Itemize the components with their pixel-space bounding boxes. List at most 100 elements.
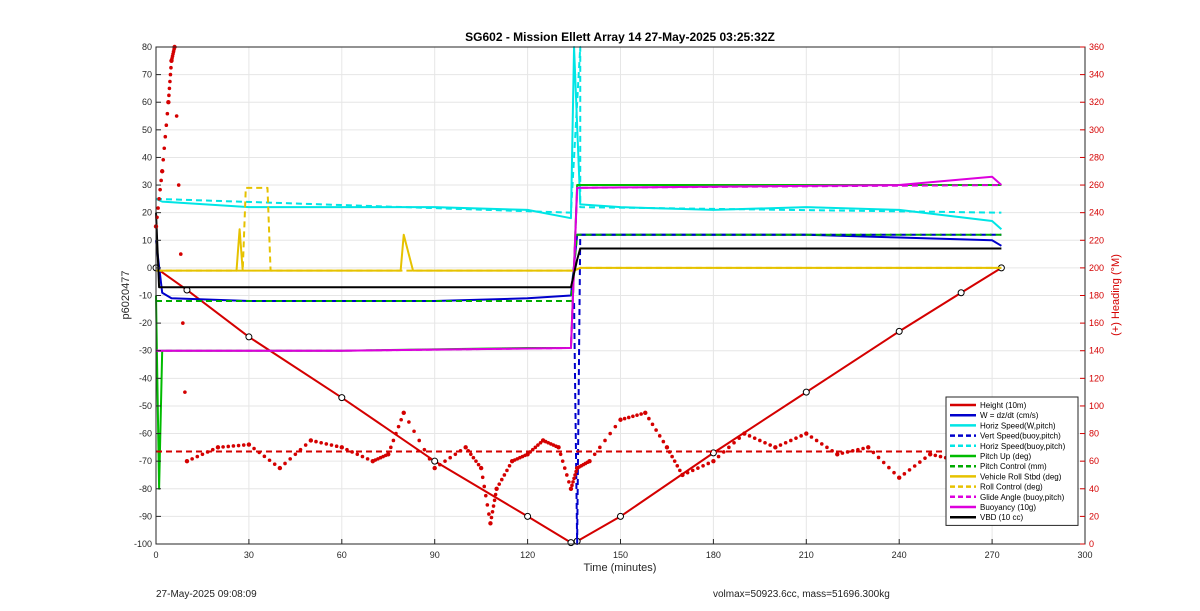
series-12-fill-18-3 bbox=[502, 473, 507, 477]
series-12-fill-16-3 bbox=[483, 493, 488, 498]
legend-label-0: Height (10m) bbox=[980, 401, 1027, 410]
series-12-fill-31-2 bbox=[752, 436, 757, 440]
series-12 bbox=[153, 44, 995, 526]
series-12-fill-29-4 bbox=[701, 463, 705, 468]
series-12-fill-16-2 bbox=[482, 484, 487, 489]
series-12-point-31 bbox=[742, 431, 747, 436]
series-12-fill-28-2 bbox=[670, 454, 674, 459]
series-12-fill-23-3 bbox=[572, 476, 576, 481]
series-12-fill-15-3 bbox=[471, 455, 476, 460]
series-12-fill-29-1 bbox=[685, 470, 690, 475]
series-12-fill-2-1 bbox=[167, 93, 171, 98]
series-12-fill-15-5 bbox=[476, 462, 481, 467]
series-12-fill-25-2 bbox=[598, 445, 602, 450]
legend-label-6: Pitch Control (mm) bbox=[980, 462, 1047, 471]
tick-layer: 0 30 60 90 120 150 180 210 240 270 300-100-90-80-7… bbox=[134, 42, 1104, 560]
x-tick-label-4: 120 bbox=[520, 550, 535, 560]
series-12-fill-34-5 bbox=[861, 446, 865, 451]
series-12-fill-13-4 bbox=[422, 447, 427, 452]
series-12-fill-9-5 bbox=[334, 444, 339, 449]
legend-label-7: Vehicle Roll Stbd (deg) bbox=[980, 472, 1062, 481]
footer-date: 27-May-2025 09:08:09 bbox=[156, 589, 257, 600]
series-0-marker-12 bbox=[957, 289, 965, 297]
y-tick-label-8: -20 bbox=[139, 318, 152, 328]
series-12-point-18 bbox=[494, 486, 499, 491]
series-12-fill-35-5 bbox=[892, 470, 896, 475]
legend-label-3: Vert Speed(buoy,pitch) bbox=[980, 432, 1061, 441]
y-tick-label-6: -40 bbox=[139, 373, 152, 383]
y-tick-label-9: -10 bbox=[139, 291, 152, 301]
x-axis-label: Time (minutes) bbox=[584, 562, 657, 574]
series-12-fill-25-4 bbox=[608, 431, 612, 436]
y2-tick-label-13: 260 bbox=[1089, 180, 1104, 190]
series-0-marker-2 bbox=[245, 333, 253, 341]
series-12-fill-36-4 bbox=[918, 460, 922, 464]
series-12-fill-15-2 bbox=[469, 452, 473, 457]
x-tick-label-8: 240 bbox=[892, 550, 907, 560]
series-12-fill-12-1 bbox=[389, 445, 393, 450]
series-12-fill-20-3 bbox=[533, 445, 538, 450]
series-12-fill-2-5 bbox=[169, 65, 173, 70]
legend-label-1: W = dz/dt (cm/s) bbox=[980, 411, 1039, 420]
series-12-fill-35-4 bbox=[887, 465, 891, 470]
legend-label-4: Horiz Speed(buoy,pitch) bbox=[980, 442, 1066, 451]
series-12-fill-9-2 bbox=[319, 440, 323, 445]
series-12-fill-32-2 bbox=[783, 440, 788, 445]
series-12-point-7 bbox=[246, 442, 252, 447]
y2-tick-label-18: 360 bbox=[1089, 42, 1104, 52]
series-12-fill-4-4 bbox=[181, 321, 185, 325]
series-12-fill-36-5 bbox=[923, 456, 927, 460]
y-tick-label-17: 70 bbox=[142, 70, 152, 80]
series-12-fill-28-4 bbox=[675, 463, 680, 468]
y-axis-label: p6020477 bbox=[120, 271, 132, 320]
series-12-fill-1-1 bbox=[161, 157, 166, 162]
y2-tick-label-1: 20 bbox=[1089, 511, 1099, 521]
series-12-fill-31-5 bbox=[768, 443, 772, 447]
series-12-fill-1-3 bbox=[163, 134, 168, 139]
legend-label-8: Roll Control (deg) bbox=[980, 483, 1043, 492]
series-12-fill-37-2 bbox=[938, 454, 943, 459]
legend-label-9: Glide Angle (buoy,pitch) bbox=[980, 493, 1065, 502]
y2-tick-label-4: 80 bbox=[1089, 429, 1099, 439]
series-12-fill-35-3 bbox=[881, 460, 886, 465]
series-12-fill-32-5 bbox=[799, 434, 803, 438]
y2-tick-label-0: 0 bbox=[1089, 539, 1094, 549]
series-12-fill-22-4 bbox=[565, 473, 569, 477]
series-12-fill-8-5 bbox=[303, 443, 308, 447]
series-12-fill-0-3 bbox=[157, 197, 161, 201]
series-12-fill-17-2 bbox=[490, 509, 495, 514]
series-7-line bbox=[156, 228, 1002, 272]
series-12-fill-4-2 bbox=[176, 183, 181, 187]
series-12-fill-0-5 bbox=[159, 178, 163, 183]
series-12-fill-27-3 bbox=[654, 428, 658, 432]
series-12-fill-6-5 bbox=[241, 443, 246, 447]
series-12-point-33 bbox=[804, 431, 809, 436]
legend-box bbox=[945, 396, 1079, 526]
series-12-fill-18-1 bbox=[497, 482, 502, 486]
series-12-fill-8-1 bbox=[283, 461, 287, 466]
y2-axis-label: (+) Heading (°M) bbox=[1110, 254, 1122, 336]
series-12-fill-4-5 bbox=[183, 390, 187, 394]
series-12-point-5 bbox=[184, 458, 190, 464]
series-12-fill-26-5 bbox=[639, 412, 643, 416]
y-tick-label-3: -70 bbox=[139, 456, 152, 466]
series-12-fill-6-3 bbox=[231, 444, 236, 448]
series-12-fill-28-5 bbox=[678, 468, 682, 473]
series-12-point-22 bbox=[556, 445, 561, 450]
series-0-marker-3 bbox=[338, 394, 346, 402]
series-12-fill-14-3 bbox=[448, 455, 452, 460]
y-tick-label-12: 20 bbox=[142, 208, 152, 218]
y-tick-label-4: -60 bbox=[139, 429, 152, 439]
series-12-fill-33-2 bbox=[814, 438, 819, 443]
series-12-fill-5-1 bbox=[190, 457, 194, 461]
y-tick-label-15: 50 bbox=[142, 125, 152, 135]
y-tick-label-0: -100 bbox=[134, 539, 152, 549]
series-12-fill-9-3 bbox=[324, 442, 329, 446]
series-0-marker-4 bbox=[431, 457, 439, 465]
series-12-fill-23-2 bbox=[571, 480, 575, 484]
series-12-point-37 bbox=[927, 452, 933, 457]
series-12-fill-2-4 bbox=[168, 72, 173, 77]
y2-tick-label-16: 320 bbox=[1089, 97, 1104, 107]
series-12-fill-33-4 bbox=[825, 445, 829, 450]
